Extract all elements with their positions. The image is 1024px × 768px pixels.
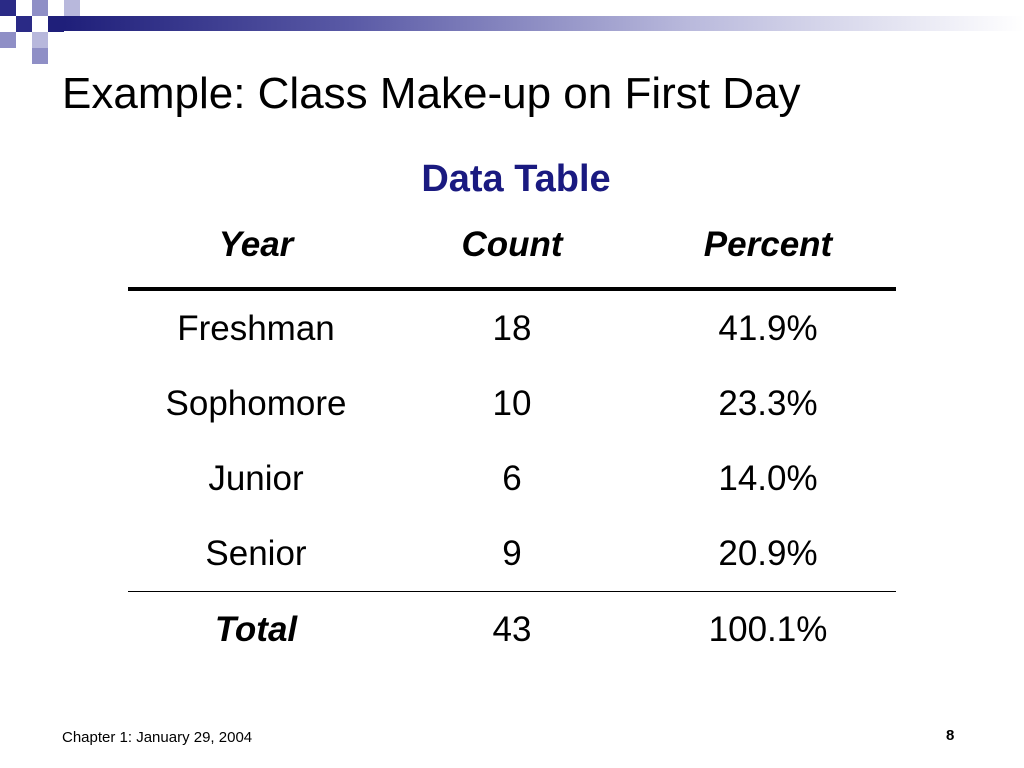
page-number: 8 xyxy=(946,727,955,744)
cell-percent: 14.0% xyxy=(718,458,818,498)
header-count: Count xyxy=(461,225,563,264)
slide-title: Example: Class Make-up on First Day xyxy=(62,69,801,118)
table-body: Freshman 18 41.9% Sophomore 10 23.3% Jun… xyxy=(128,291,896,591)
header-gradient-bar xyxy=(64,16,1024,31)
table-header-row: Year Count Percent xyxy=(128,215,896,275)
cell-year: Freshman xyxy=(177,308,335,348)
cell-count: 18 xyxy=(492,308,532,348)
cell-percent: 20.9% xyxy=(718,533,818,573)
cell-year: Senior xyxy=(205,533,307,573)
header-percent: Percent xyxy=(703,225,833,264)
cell-percent: 23.3% xyxy=(718,383,818,423)
table-row: Junior 6 14.0% xyxy=(128,441,896,516)
table-row: Senior 9 20.9% xyxy=(128,516,896,591)
cell-count: 9 xyxy=(502,533,522,573)
total-percent: 100.1% xyxy=(708,609,828,649)
footer-chapter-date: Chapter 1: January 29, 2004 xyxy=(62,729,253,746)
table-row: Freshman 18 41.9% xyxy=(128,291,896,366)
cell-percent: 41.9% xyxy=(718,308,818,348)
table-row: Sophomore 10 23.3% xyxy=(128,366,896,441)
header-year: Year xyxy=(218,225,294,264)
total-count: 43 xyxy=(492,609,532,649)
cell-year: Junior xyxy=(208,458,304,498)
total-divider xyxy=(128,591,896,592)
cell-count: 10 xyxy=(492,383,532,423)
total-label: Total xyxy=(214,609,298,649)
data-table: Year Count Percent Freshman 18 41.9% Sop… xyxy=(128,215,896,667)
table-total-row: Total 43 100.1% xyxy=(128,592,896,667)
cell-count: 6 xyxy=(502,458,522,498)
table-title: Data Table xyxy=(421,158,611,200)
header-divider xyxy=(128,287,896,291)
cell-year: Sophomore xyxy=(165,383,347,423)
header-decoration-squares xyxy=(0,0,80,64)
